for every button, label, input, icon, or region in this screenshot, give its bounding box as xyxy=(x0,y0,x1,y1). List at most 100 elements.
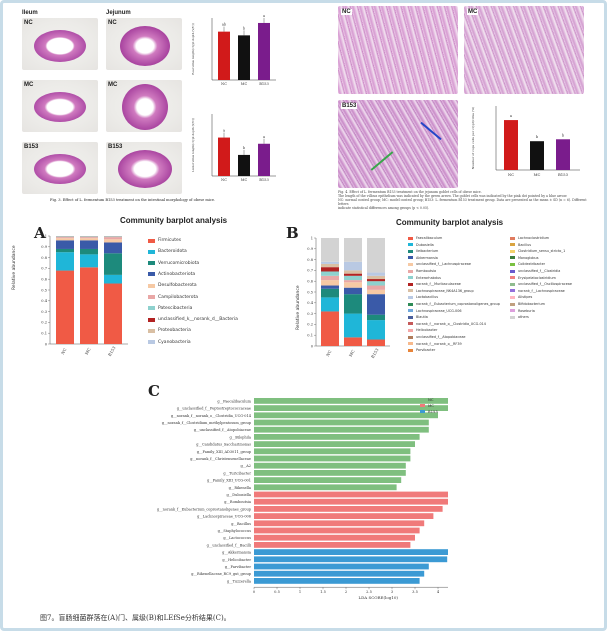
legend-item: Enterorhabdus xyxy=(408,276,441,280)
lda-bar xyxy=(254,563,429,570)
bar-segment xyxy=(104,283,122,344)
y-tick-label: 0.7 xyxy=(307,269,313,273)
legend-swatch xyxy=(408,282,413,286)
row-label-mc: MC xyxy=(108,82,118,88)
bar-segment xyxy=(56,240,74,249)
row-label-nc: NC xyxy=(108,20,117,26)
legend-label: Colidextribacter xyxy=(518,262,546,267)
legend-item: Campilobacterota xyxy=(148,295,198,300)
lda-bar xyxy=(254,491,448,498)
col-header-ileum: Ileum xyxy=(22,10,38,16)
legend-swatch xyxy=(510,236,515,240)
bar-segment xyxy=(344,313,362,338)
bar-segment xyxy=(321,288,339,298)
bar-segment xyxy=(104,274,122,284)
legend-swatch xyxy=(148,283,155,288)
legend-label: unclassified_f__Lachnospiraceae xyxy=(416,262,471,267)
legend-swatch xyxy=(408,256,413,260)
lda-bar xyxy=(254,570,425,577)
legend-item: Helicobacter xyxy=(408,328,437,332)
legend-item: Lachnospiraceae_NK4A136_group xyxy=(408,289,474,293)
y-tick-label: 1 xyxy=(311,236,313,240)
legend-item: Roseburia xyxy=(510,309,535,313)
bar-segment xyxy=(367,279,385,282)
legend-label: Roseburia xyxy=(518,308,535,313)
panel-b-chart: 0 0.1 0.2 0.3 0.4 0.5 0.6 0.7 0.8 0.9 1 NC MC B153 xyxy=(307,236,390,359)
lda-bar xyxy=(254,419,429,426)
panel-b-title: Community barplot analysis xyxy=(396,218,504,227)
bar-segment xyxy=(367,281,385,286)
legend-item: MC xyxy=(420,403,434,408)
legend-swatch xyxy=(408,269,413,273)
legend-label: Patescibacteria xyxy=(158,305,193,311)
histology-ileum-nc: NC xyxy=(22,18,98,70)
lda-bar xyxy=(254,534,415,541)
bar-segment xyxy=(80,267,98,344)
taxon-label: g__Staphylococcus xyxy=(218,529,252,533)
legend-label: Ileibacterium xyxy=(416,249,439,254)
lda-bar xyxy=(254,470,406,476)
legend-label: unclassified_f__Atopobiaceae xyxy=(416,335,466,339)
fig4-caption-line-2: The length of the villous epithelium was… xyxy=(338,194,568,198)
row-label-b153: B153 xyxy=(24,144,39,150)
y-axis-label: Real villus length(crypt depth (V/C)) xyxy=(191,23,195,74)
bar-segment xyxy=(367,339,385,346)
taxon-label: g__Lachnospiraceae_UCG-006 xyxy=(197,515,251,519)
legend-item: NC xyxy=(420,397,434,402)
tissue-section xyxy=(118,150,172,188)
legend-label: MC xyxy=(428,403,434,408)
significance-label: b xyxy=(243,26,245,30)
legend-swatch xyxy=(148,261,155,266)
fig3-caption: Fig. 3. Effect of L. fermentum B153 trea… xyxy=(50,198,216,202)
taxon-label: g__Romboutsia xyxy=(224,500,251,504)
lda-bar xyxy=(254,556,448,563)
x-tick-label: 2 xyxy=(345,590,347,594)
blue-arrow-icon xyxy=(420,121,442,141)
row-label-b153: B153 xyxy=(341,103,358,109)
bar xyxy=(504,120,518,170)
legend-swatch xyxy=(148,328,155,333)
x-tick-label: MC xyxy=(348,349,356,358)
legend-label: Firmicutes xyxy=(158,238,182,243)
legend-swatch xyxy=(148,317,155,322)
bar xyxy=(218,137,230,176)
y-tick-label: 0.2 xyxy=(307,323,313,327)
lda-bar xyxy=(254,498,448,505)
taxon-label: g__Faecalibaculum xyxy=(217,399,251,403)
legend-swatch xyxy=(510,315,515,319)
taxon-label: g__unclassified_f__Bacilli xyxy=(207,543,252,547)
fig4-bar-chart: Number of cups cells per crypt/villus (%… xyxy=(471,106,580,177)
taxon-label: g__Akkermansia xyxy=(222,551,251,555)
fig3-panel: Ileum Jejunum NC NC MC MC B153 B153 Real… xyxy=(20,8,282,206)
figure-caption: 图7。盲肠细菌群落在(A)门、属级(B)和LEfSe分析结果(C)。 xyxy=(40,614,231,622)
legend-label: Campilobacterota xyxy=(158,294,199,300)
legend-label: Enterorhabdus xyxy=(416,275,441,280)
bar-segment xyxy=(321,271,339,276)
taxon-label: g__Candidatus_Saccharimonas xyxy=(196,443,251,447)
lda-bar xyxy=(254,477,402,483)
bar xyxy=(556,139,570,170)
legend-swatch xyxy=(148,295,155,299)
y-tick-label: 0.3 xyxy=(307,312,313,316)
bar-segment xyxy=(321,261,339,264)
tick-label: NC xyxy=(508,172,514,177)
lda-bar xyxy=(254,448,411,455)
x-tick-label: NC xyxy=(60,347,68,355)
legend-label: Monoglobus xyxy=(518,255,539,260)
bar-segment xyxy=(344,280,362,283)
row-label-nc: NC xyxy=(341,9,352,15)
legend-label: norank_f__norank_o__Clostridia_UCG-014 xyxy=(416,321,486,326)
x-tick-label: 0.5 xyxy=(274,590,280,594)
taxon-label: g__Tuzzerella xyxy=(227,579,251,583)
legend-swatch xyxy=(408,335,413,339)
legend-label: unclassified_f__Clostridia xyxy=(518,269,561,273)
lda-bar xyxy=(254,462,406,469)
bar-segment xyxy=(321,263,339,268)
bar-segment xyxy=(344,287,362,295)
bar-segment xyxy=(104,239,122,243)
x-tick-label: 3 xyxy=(391,590,394,594)
legend-swatch xyxy=(408,295,413,299)
legend-label: NC xyxy=(428,397,434,402)
legend-label: norank_f__Eubacterium_coprostanoligenes_… xyxy=(416,302,500,306)
bar xyxy=(258,143,270,176)
